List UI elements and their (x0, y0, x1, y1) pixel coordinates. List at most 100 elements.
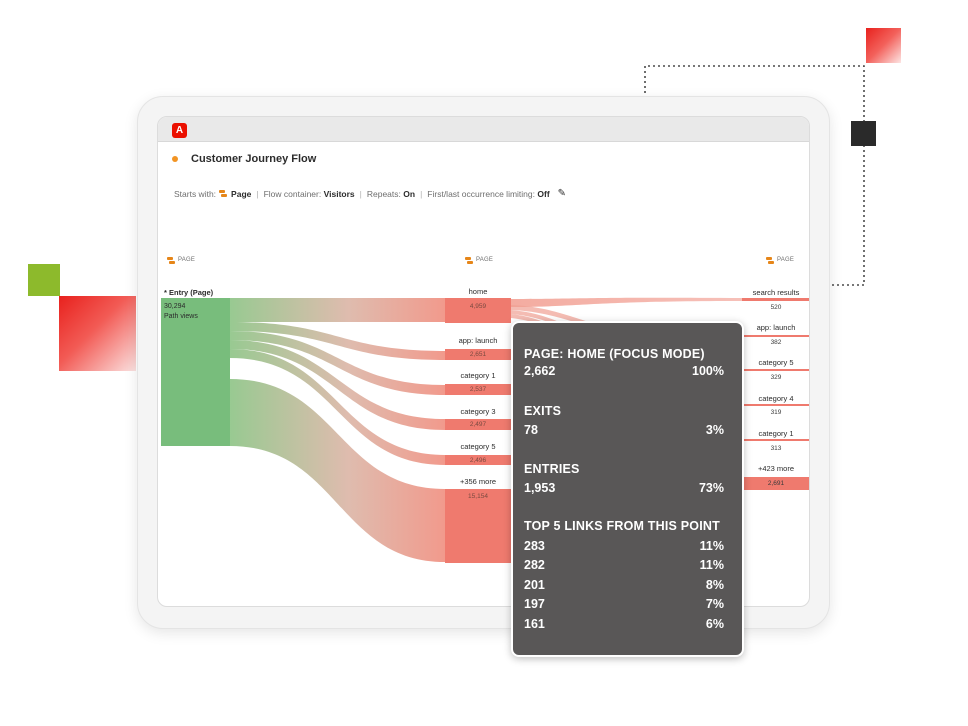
page-dimension-icon (465, 257, 473, 264)
entry-node[interactable] (161, 298, 230, 446)
tooltip-exits-label: EXITS (524, 404, 562, 418)
decorative-red-square-small (866, 28, 901, 63)
node-value: 15,154 (468, 493, 488, 500)
tooltip-count: 201 (524, 578, 545, 592)
tooltip-links-label: TOP 5 LINKS FROM THIS POINT (524, 519, 720, 533)
node-label: category 3 (460, 407, 496, 416)
node-search-results-bar[interactable] (742, 298, 810, 301)
tooltip-count: 161 (524, 617, 545, 631)
panel-title: Customer Journey Flow (191, 153, 317, 165)
tooltip-percent: 6% (705, 617, 724, 631)
node-app-launch[interactable] (445, 349, 511, 360)
adobe-logo-icon[interactable]: A (172, 123, 187, 138)
flow-link-more[interactable] (230, 379, 445, 562)
flow-link-category-3[interactable] (230, 340, 445, 430)
column-header-1: PAGE (164, 257, 196, 264)
app-topbar: A (158, 117, 809, 142)
entry-node-label: * Entry (Page) (164, 288, 214, 297)
node-label: home (468, 287, 488, 296)
node-value: 329 (770, 374, 782, 381)
entry-value: 30,294 (164, 303, 186, 310)
column-header-label: PAGE (476, 257, 494, 263)
entry-unit: Path views (164, 313, 198, 320)
node-value: 319 (770, 409, 782, 416)
node-label: +356 more (459, 477, 497, 486)
edit-pencil-icon[interactable]: ✎ (557, 188, 567, 199)
node-value: 2,497 (469, 421, 487, 428)
tooltip-count: 1,953 (524, 481, 556, 495)
focus-mode-tooltip: PAGE: HOME (FOCUS MODE) 2,662 100% EXITS… (511, 321, 744, 657)
decorative-red-square (59, 296, 136, 371)
flow-settings-bar: Starts with: Page | Flow container: Visi… (174, 188, 567, 199)
column-header-label: PAGE (777, 257, 795, 263)
tooltip-count: 2,662 (524, 364, 556, 378)
node-value: 2,496 (469, 457, 487, 464)
flow-link-home[interactable] (230, 298, 445, 322)
node-more[interactable] (445, 489, 511, 563)
node-label: category 1 (758, 429, 794, 438)
node-category-4-right-bar[interactable] (742, 404, 810, 406)
column-header-label: PAGE (178, 257, 196, 263)
node-value: 520 (770, 304, 782, 311)
page-dimension-icon (219, 190, 228, 197)
entry-node-value: 30,294 Path views (164, 302, 198, 322)
page-dimension-icon (167, 257, 175, 264)
tooltip-count: 197 (524, 597, 545, 611)
decorative-green-square (28, 264, 60, 296)
repeats-label: Repeats: (366, 188, 401, 199)
node-label: category 5 (460, 442, 496, 451)
tooltip-count: 282 (524, 558, 545, 572)
tooltip-percent: 100% (692, 364, 724, 378)
node-category-5[interactable] (445, 455, 511, 465)
flow-link-home-out[interactable] (511, 297, 742, 307)
flow-diagram (161, 297, 810, 563)
decorative-black-square (851, 121, 876, 146)
page-dimension-icon (766, 257, 774, 264)
panel-status-dot (172, 156, 178, 162)
flow-link-home-out[interactable] (511, 314, 578, 343)
tooltip-entries-label: ENTRIES (524, 462, 580, 476)
tooltip-percent: 3% (705, 423, 724, 437)
node-label: app: launch (756, 323, 796, 332)
node-value: 2,651 (469, 351, 487, 358)
node-value: 2,691 (767, 480, 785, 487)
node-label: +423 more (757, 464, 795, 473)
occurrence-limiting-value[interactable]: Off (537, 188, 550, 199)
node-category-3[interactable] (445, 419, 511, 430)
tooltip-percent: 8% (705, 578, 724, 592)
flow-link-category-1[interactable] (230, 331, 445, 395)
column-header-2: PAGE (462, 257, 494, 264)
starts-with-value[interactable]: Page (231, 188, 252, 199)
node-category-1[interactable] (445, 384, 511, 395)
flow-link-app-launch[interactable] (230, 322, 445, 360)
tooltip-percent: 11% (699, 558, 724, 572)
node-value: 2,537 (469, 386, 487, 393)
node-value: 4,959 (469, 303, 487, 310)
tooltip-title: PAGE: HOME (FOCUS MODE) (524, 347, 705, 361)
node-app-launch-right-bar[interactable] (742, 335, 810, 337)
node-label: search results (752, 288, 800, 297)
tooltip-percent: 73% (698, 481, 724, 495)
tooltip-percent: 11% (699, 539, 724, 553)
tooltip-count: 283 (524, 539, 545, 553)
tooltip-count: 78 (524, 423, 538, 437)
node-value: 382 (770, 339, 782, 346)
occurrence-limiting-label: First/last occurrence limiting: (427, 188, 535, 199)
node-category-1-right-bar[interactable] (742, 439, 810, 441)
flow-link-category-5[interactable] (230, 349, 445, 465)
node-label: category 1 (460, 371, 496, 380)
node-value: 313 (770, 445, 782, 452)
node-more-right[interactable] (742, 477, 810, 490)
starts-with-label: Starts with: (174, 188, 217, 199)
tooltip-percent: 7% (705, 597, 724, 611)
node-category-5-right-bar[interactable] (742, 369, 810, 371)
node-home[interactable] (445, 298, 511, 323)
flow-container-value[interactable]: Visitors (323, 188, 355, 199)
flow-container-label: Flow container: (263, 188, 322, 199)
repeats-value[interactable]: On (403, 188, 416, 199)
node-label: app: launch (458, 336, 498, 345)
node-label: category 4 (758, 394, 794, 403)
node-label: category 5 (758, 358, 794, 367)
column-header-3: PAGE (763, 257, 795, 264)
